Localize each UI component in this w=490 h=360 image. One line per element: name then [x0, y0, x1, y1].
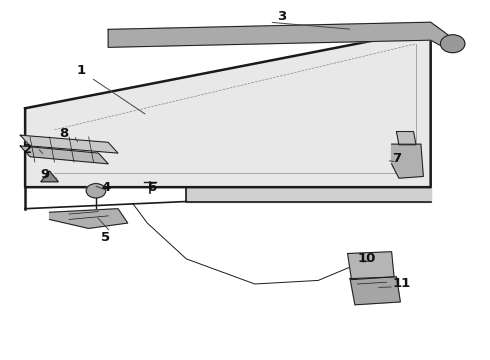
Text: 6: 6	[147, 181, 157, 194]
Polygon shape	[41, 171, 58, 182]
Text: 5: 5	[101, 231, 110, 244]
Polygon shape	[20, 135, 118, 153]
Circle shape	[441, 35, 465, 53]
Polygon shape	[350, 277, 400, 305]
Polygon shape	[49, 209, 128, 228]
Text: 7: 7	[392, 152, 401, 165]
Text: 4: 4	[101, 181, 110, 194]
Polygon shape	[20, 146, 108, 164]
Text: 3: 3	[277, 10, 286, 23]
Polygon shape	[392, 144, 423, 178]
Polygon shape	[108, 22, 450, 51]
Text: 8: 8	[60, 127, 69, 140]
Polygon shape	[186, 187, 431, 202]
Polygon shape	[396, 132, 416, 145]
Text: 1: 1	[77, 64, 86, 77]
Polygon shape	[25, 30, 431, 187]
Polygon shape	[347, 252, 394, 280]
Text: 10: 10	[358, 252, 376, 265]
Text: 11: 11	[392, 278, 411, 291]
Text: 2: 2	[23, 143, 32, 156]
Circle shape	[86, 184, 106, 198]
Text: 9: 9	[40, 168, 49, 181]
